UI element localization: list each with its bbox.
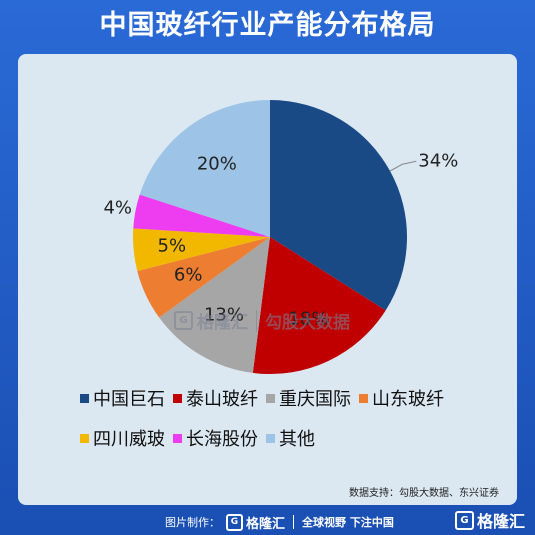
chart-legend: 中国巨石 泰山玻纤 重庆国际 山东玻纤四川威玻 长海股份 其他 <box>80 385 500 451</box>
pie-slice-label: 5% <box>157 235 187 257</box>
legend-swatch <box>173 433 182 443</box>
legend-item: 其他 <box>266 425 315 451</box>
legend-item: 中国巨石 <box>80 385 165 411</box>
footer: 图片制作： G 格隆汇 全球视野 下注中国 <box>0 509 535 535</box>
legend-swatch <box>266 393 275 403</box>
pie-slice <box>252 237 386 374</box>
pie-slice <box>133 228 270 272</box>
legend-swatch <box>173 393 182 403</box>
legend-label: 泰山玻纤 <box>186 389 258 410</box>
legend-swatch <box>359 393 368 403</box>
legend-label: 四川威玻 <box>93 429 165 450</box>
leader-line <box>389 160 417 172</box>
brand-logo-icon: G <box>226 513 243 531</box>
legend-label: 其他 <box>279 429 315 450</box>
page-title: 中国玻纤行业产能分布格局 <box>99 10 436 41</box>
watermark-brand: 格隆汇 <box>197 313 248 333</box>
pie-slice-label: 4% <box>103 197 133 219</box>
pie-slice-label: 13% <box>203 304 244 326</box>
legend-item: 重庆国际 <box>266 385 351 411</box>
footer-slogan: 全球视野 下注中国 <box>302 516 394 529</box>
legend-swatch <box>80 433 89 443</box>
legend-label: 长海股份 <box>186 429 258 450</box>
pie-slice <box>137 237 270 318</box>
corner-logo: G 格隆汇 <box>454 508 525 532</box>
pie-slice <box>139 100 270 237</box>
pie-chart <box>133 100 417 374</box>
legend-label: 山东玻纤 <box>372 389 444 410</box>
pie-slice-label: 34% <box>418 150 459 172</box>
pie-slice <box>159 237 270 373</box>
pie-slice-label: 20% <box>196 153 237 175</box>
corner-logo-icon: G <box>454 510 474 530</box>
legend-label: 重庆国际 <box>279 389 351 410</box>
pie-slice-label: 18% <box>288 308 329 330</box>
pie-slice <box>270 100 407 311</box>
source-note: 数据支持：勾股大数据、东兴证券 <box>349 488 499 499</box>
pie-slice <box>133 194 270 237</box>
legend-item: 泰山玻纤 <box>173 385 258 411</box>
watermark-divider <box>256 309 257 332</box>
legend-swatch <box>266 433 275 443</box>
watermark-logo-icon: G <box>174 311 193 330</box>
footer-divider <box>293 515 295 529</box>
watermark: G 格隆汇 勾股大数据 <box>174 308 350 333</box>
pie-slice-label: 6% <box>173 264 203 286</box>
legend-label: 中国巨石 <box>93 389 165 410</box>
corner-brand-name: 格隆汇 <box>476 512 525 531</box>
footer-brand: G 格隆汇 <box>226 513 285 532</box>
legend-item: 四川威玻 <box>80 425 165 451</box>
watermark-text: 勾股大数据 <box>265 313 350 333</box>
chart-card: 34% 18% 13% 6% 5% 4% 20% G 格隆汇 勾股大数据 中国巨石 泰山玻纤重… <box>18 54 517 505</box>
legend-item: 山东玻纤 <box>359 385 444 411</box>
legend-item: 长海股份 <box>173 425 258 451</box>
footer-brand-name: 格隆汇 <box>246 516 286 532</box>
footer-made-by: 图片制作： <box>165 516 220 529</box>
legend-swatch <box>80 393 89 403</box>
